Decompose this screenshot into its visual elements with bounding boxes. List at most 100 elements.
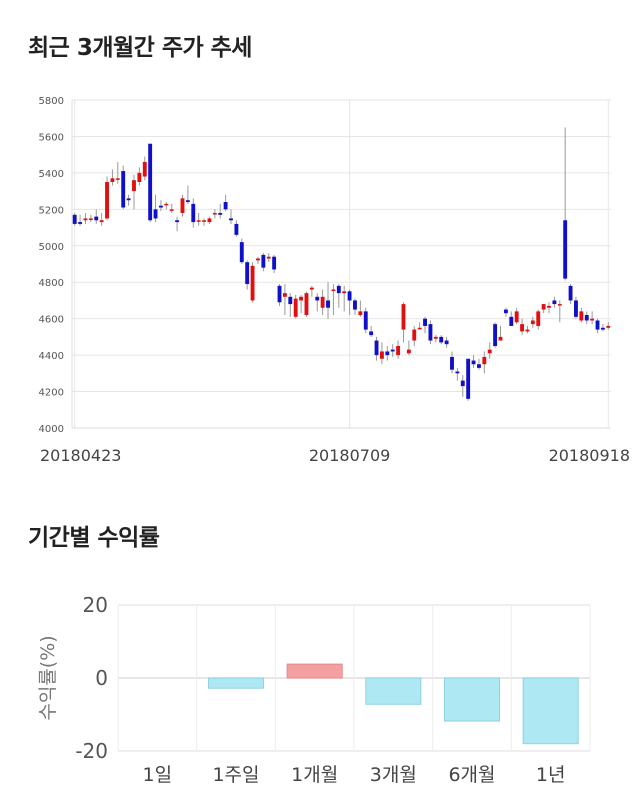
x-tick-label: 20180423 bbox=[40, 446, 121, 465]
candle-body bbox=[509, 316, 514, 326]
candle-body bbox=[358, 311, 363, 316]
candle-body bbox=[493, 324, 498, 346]
candle-body bbox=[245, 262, 250, 285]
y-tick-label: 5000 bbox=[39, 242, 64, 253]
candle-body bbox=[584, 315, 589, 321]
candle-body bbox=[148, 143, 153, 221]
candle-body bbox=[94, 216, 99, 221]
candle-body bbox=[299, 296, 304, 301]
candle-body bbox=[412, 329, 417, 341]
candle-body bbox=[363, 311, 368, 330]
x-tick-label: 1년 bbox=[536, 764, 566, 786]
candle-body bbox=[175, 220, 180, 223]
candle-body bbox=[137, 172, 142, 182]
y-tick-label: 4400 bbox=[39, 351, 64, 362]
candle-body bbox=[326, 300, 330, 308]
x-tick-label: 20180918 bbox=[549, 446, 630, 465]
candle-body bbox=[423, 318, 427, 326]
candle-body bbox=[477, 364, 481, 368]
candle-body bbox=[126, 198, 131, 201]
y-tick-label: 5400 bbox=[39, 169, 64, 180]
candle-body bbox=[606, 325, 611, 328]
candle-body bbox=[579, 311, 584, 321]
candle-body bbox=[293, 298, 298, 317]
y-tick-label: 4600 bbox=[39, 315, 64, 326]
candle-body bbox=[574, 300, 578, 317]
candle-body bbox=[315, 296, 320, 301]
candle-body bbox=[547, 305, 551, 308]
candle-body bbox=[158, 205, 163, 208]
candle-body bbox=[261, 254, 266, 268]
y-tick-label: 0 bbox=[95, 666, 108, 690]
candle-body bbox=[207, 218, 212, 223]
candle-body bbox=[223, 202, 228, 210]
candle-body bbox=[536, 311, 541, 326]
candle-body bbox=[272, 256, 277, 270]
x-tick-label: 6개월 bbox=[448, 764, 495, 786]
candle-body bbox=[552, 300, 557, 305]
candle-body bbox=[121, 171, 126, 208]
candle-body bbox=[142, 161, 147, 177]
candle-body bbox=[256, 258, 260, 261]
return-bar bbox=[207, 677, 265, 689]
candle-body bbox=[250, 265, 255, 301]
y-tick-label: 5600 bbox=[39, 132, 64, 143]
candle-body bbox=[417, 327, 422, 330]
candle-body bbox=[169, 209, 174, 211]
candle-body bbox=[99, 220, 104, 223]
candle-body bbox=[88, 218, 93, 220]
candle-body bbox=[563, 220, 568, 279]
y-tick-label: 5800 bbox=[39, 96, 64, 107]
candle-body bbox=[336, 285, 341, 294]
y-tick-label: 20 bbox=[83, 593, 108, 617]
candle-body bbox=[72, 214, 77, 224]
candle-body bbox=[304, 293, 309, 316]
x-tick-label: 20180709 bbox=[309, 446, 390, 465]
x-tick-label: 1일 bbox=[143, 764, 173, 786]
candle-body bbox=[390, 349, 395, 352]
x-tick-label: 3개월 bbox=[370, 764, 417, 786]
candle-body bbox=[498, 336, 503, 341]
candle-body bbox=[406, 349, 411, 354]
return-bar bbox=[286, 663, 343, 679]
candle-body bbox=[401, 304, 406, 330]
candle-body bbox=[132, 180, 136, 192]
candle-body bbox=[309, 287, 314, 290]
candle-body bbox=[115, 178, 120, 180]
candle-body bbox=[78, 222, 83, 224]
y-tick-label: 5200 bbox=[39, 205, 64, 216]
y-tick-label: -20 bbox=[75, 739, 108, 763]
candle-body bbox=[595, 320, 600, 330]
candle-body bbox=[487, 349, 492, 354]
candle-body bbox=[428, 324, 433, 341]
candle-body bbox=[110, 178, 115, 182]
candle-body bbox=[396, 346, 401, 356]
candlestick-chart: 4000 4200 4400 4600 4800 5000 5200 5400 5600 5800… bbox=[39, 96, 630, 465]
candle-body bbox=[347, 291, 352, 301]
candle-body bbox=[196, 220, 201, 222]
return-bar bbox=[522, 677, 579, 745]
candle-body bbox=[460, 380, 465, 387]
candle-body bbox=[568, 285, 573, 301]
candle-body bbox=[105, 182, 109, 219]
candle-body bbox=[374, 340, 379, 356]
candle-body bbox=[342, 291, 347, 294]
candle-body bbox=[466, 358, 471, 399]
candle-body bbox=[590, 318, 595, 321]
candle-body bbox=[439, 336, 444, 343]
candle-body bbox=[514, 311, 519, 323]
candle-body bbox=[433, 336, 438, 339]
candle-body bbox=[444, 340, 449, 345]
candle-body bbox=[541, 304, 546, 310]
candle-body bbox=[266, 256, 271, 259]
stock-trend-title: 최근 3개월간 주가 추세 bbox=[28, 35, 252, 61]
candle-body bbox=[471, 360, 476, 365]
x-tick-label: 1주일 bbox=[212, 764, 259, 786]
candle-body bbox=[239, 242, 244, 263]
candle-body bbox=[557, 304, 562, 306]
candle-body bbox=[191, 203, 196, 223]
candle-body bbox=[234, 223, 239, 235]
candle-body bbox=[282, 293, 287, 297]
candle-body bbox=[277, 285, 282, 303]
